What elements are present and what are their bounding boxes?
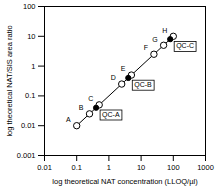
svg-text:10: 10: [27, 32, 35, 41]
svg-text:1: 1: [31, 62, 35, 71]
svg-text:F: F: [144, 44, 148, 51]
svg-text:D: D: [111, 74, 116, 81]
svg-text:0.001: 0.001: [17, 151, 36, 160]
svg-text:A: A: [66, 116, 71, 123]
svg-text:E: E: [121, 65, 126, 72]
svg-text:0.01: 0.01: [21, 121, 36, 130]
svg-text:1: 1: [107, 163, 111, 172]
svg-text:100: 100: [23, 2, 36, 11]
svg-text:1000: 1000: [197, 163, 214, 172]
svg-text:0.1: 0.1: [25, 91, 35, 100]
svg-text:QC-C: QC-C: [176, 42, 194, 50]
svg-text:QC-B: QC-B: [134, 81, 152, 89]
svg-text:0.01: 0.01: [37, 163, 52, 172]
svg-text:100: 100: [167, 163, 180, 172]
svg-text:QC-A: QC-A: [102, 111, 120, 119]
svg-text:B: B: [79, 104, 84, 111]
svg-text:H: H: [162, 27, 167, 34]
svg-text:0.1: 0.1: [71, 163, 81, 172]
svg-text:log theoretical NAT concentrat: log theoretical NAT concentration (LLOQ/…: [52, 177, 198, 186]
svg-text:10: 10: [137, 163, 145, 172]
svg-text:log theoretical NAT/SIS area r: log theoretical NAT/SIS area ratio: [5, 25, 14, 136]
svg-text:G: G: [152, 36, 157, 43]
svg-text:C: C: [88, 95, 93, 102]
